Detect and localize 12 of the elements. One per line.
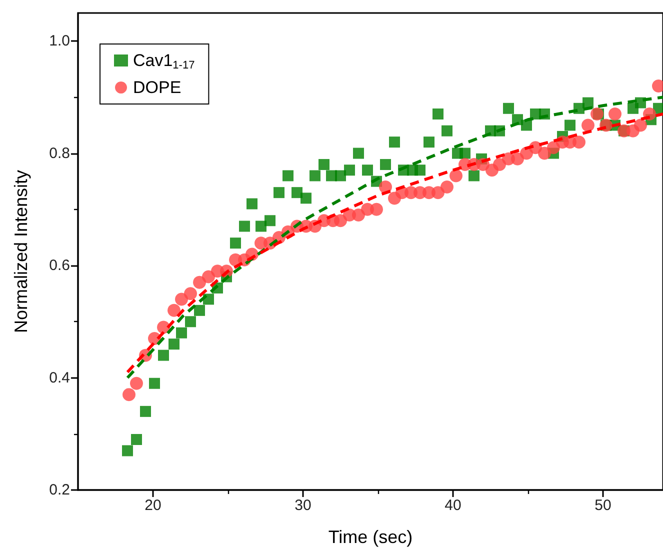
x-tick-label: 40: [444, 497, 462, 514]
x-tick-label: 20: [144, 497, 162, 514]
y-axis-title: Normalized Intensity: [11, 170, 31, 334]
y-tick-label: 0.8: [49, 144, 70, 162]
x-tick-label: 50: [594, 497, 612, 514]
legend-label: DOPE: [133, 78, 182, 97]
x-axis-title: Time (sec): [328, 527, 413, 547]
y-tick-label: 1.0: [49, 32, 70, 50]
y-tick-label: 0.6: [49, 257, 70, 274]
y-tick-label: 0.4: [49, 369, 70, 386]
x-tick-label: 30: [294, 497, 312, 514]
y-tick-label: 0.2: [49, 482, 70, 498]
